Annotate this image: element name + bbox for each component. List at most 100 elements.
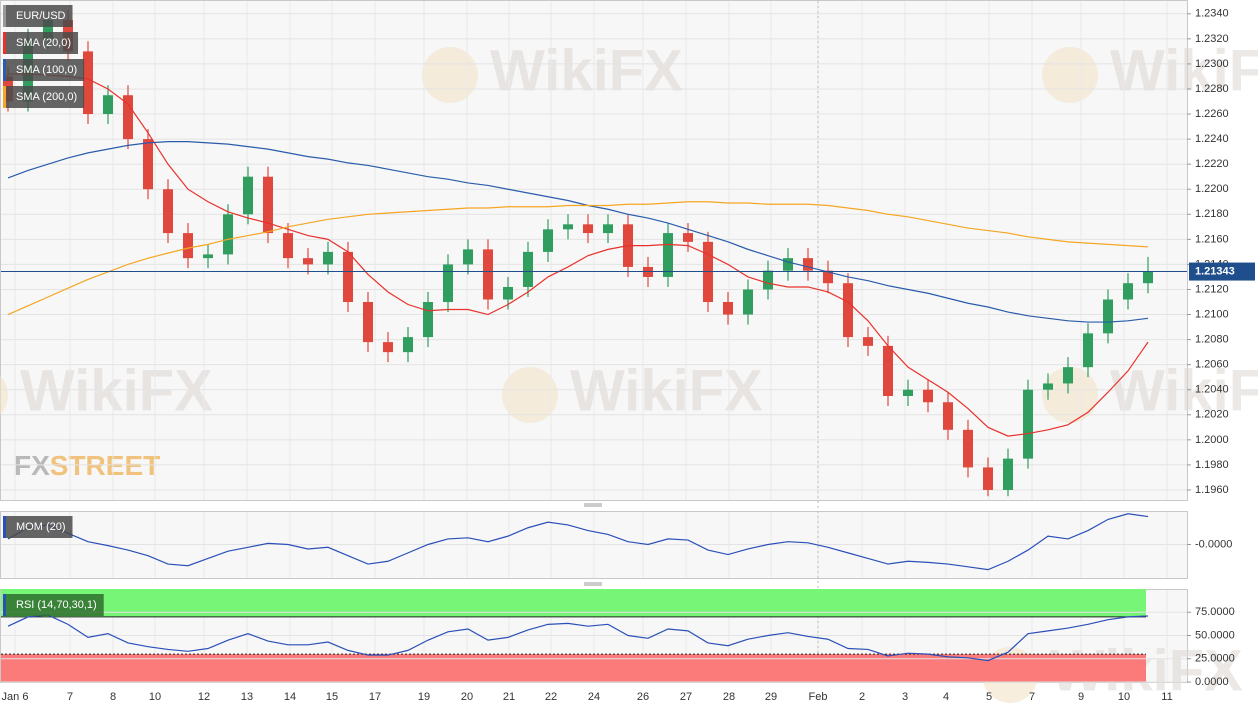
candle-body: [943, 402, 953, 430]
candle-body: [883, 345, 893, 396]
x-tick-label: 20: [461, 691, 473, 703]
candle-body: [343, 251, 353, 303]
y-tick-label: 1.2000: [1195, 434, 1229, 446]
y-tick-label: 1.2020: [1195, 409, 1229, 421]
series-line: [7, 614, 1149, 662]
x-tick-label: 21: [503, 691, 515, 703]
candle-body: [283, 233, 293, 259]
y-tick-label: 1.2320: [1195, 33, 1229, 45]
legend-box: [3, 32, 79, 54]
x-tick-label: 24: [588, 691, 600, 703]
watermark: WikiFX: [490, 38, 683, 103]
y-tick-label: 1.2200: [1195, 183, 1229, 195]
legend-swatch: [3, 594, 6, 616]
y-tick-label: 1.2160: [1195, 233, 1229, 245]
candle-body: [523, 251, 533, 287]
y-tick-label: 75.0000: [1195, 606, 1235, 618]
candle-body: [483, 249, 493, 300]
candle-body: [603, 224, 613, 234]
legend-label: SMA (200,0): [16, 91, 77, 103]
y-tick-label: 1.1980: [1195, 459, 1229, 471]
candle-body: [243, 176, 253, 215]
candle-body: [383, 342, 393, 353]
candle-body: [543, 229, 553, 252]
y-tick-label: 1.2120: [1195, 283, 1229, 295]
candle-body: [123, 95, 133, 140]
candle-body: [463, 249, 473, 265]
x-tick-label: 7: [67, 691, 73, 703]
candle-body: [1143, 271, 1153, 284]
x-tick-label: 9: [1078, 691, 1084, 703]
watermark: WikiFX: [1110, 358, 1258, 423]
x-tick-label: 27: [680, 691, 692, 703]
logo: FXSTREET: [14, 450, 160, 481]
candle-body: [583, 224, 593, 234]
legend-box: [3, 5, 73, 27]
candle-body: [503, 286, 513, 300]
x-tick-label: 7: [1029, 691, 1035, 703]
candle-body: [83, 51, 93, 115]
candle-body: [863, 337, 873, 346]
candle-body: [963, 429, 973, 468]
candle-body: [183, 233, 193, 259]
legend-label: SMA (20,0): [16, 37, 71, 49]
x-tick-label: 26: [637, 691, 649, 703]
candle-body: [223, 214, 233, 255]
y-tick-label: 1.2220: [1195, 158, 1229, 170]
x-tick-label: 2: [859, 691, 865, 703]
watermark: WikiFX: [1110, 38, 1258, 103]
logo-part: FX: [14, 450, 50, 481]
candle-body: [763, 270, 773, 290]
candle-body: [263, 176, 273, 234]
candle-body: [143, 139, 153, 190]
y-tick-label: 1.2340: [1195, 8, 1229, 20]
candle-body: [723, 302, 733, 315]
logo-part: STREET: [50, 450, 160, 481]
x-tick-label: 29: [765, 691, 777, 703]
legend-swatch: [3, 59, 6, 81]
last-price-label: 1.21343: [1195, 265, 1235, 277]
candle-body: [783, 258, 793, 271]
candle-body: [743, 289, 753, 315]
y-tick-label: 25.0000: [1195, 653, 1235, 665]
x-tick-label: 4: [943, 691, 949, 703]
y-tick-label: 0.0000: [1195, 676, 1229, 688]
legend-swatch: [3, 516, 6, 538]
watermark-icon: [1042, 367, 1098, 423]
candle-body: [1083, 333, 1093, 368]
candle-body: [923, 389, 933, 403]
x-tick-label: 22: [545, 691, 557, 703]
legend-swatch: [3, 32, 6, 54]
legend-swatch: [3, 86, 6, 108]
x-tick-label: 19: [418, 691, 430, 703]
series-line: [8, 73, 1149, 437]
watermark-icon: [422, 47, 478, 103]
y-tick-label: 1.2260: [1195, 108, 1229, 120]
x-tick-label: Feb: [809, 691, 828, 703]
x-tick-label: 13: [241, 691, 253, 703]
candle-body: [303, 258, 313, 265]
x-tick-label: 15: [326, 691, 338, 703]
candle-body: [803, 258, 813, 271]
candle-body: [103, 95, 113, 115]
series-line: [7, 513, 1149, 571]
y-tick-label: 1.2300: [1195, 58, 1229, 70]
candle-body: [1023, 389, 1033, 459]
x-tick-label: 28: [723, 691, 735, 703]
last-price-tag: [1189, 262, 1255, 281]
candle-body: [563, 224, 573, 230]
candle-body: [1103, 299, 1113, 334]
y-tick-label: 1.2040: [1195, 384, 1229, 396]
legend-box: [3, 516, 73, 538]
watermark-icon: [1042, 47, 1098, 103]
candle-body: [403, 337, 413, 353]
y-tick-label: 50.0000: [1195, 629, 1235, 641]
watermark-icon: [0, 375, 8, 415]
legend-label: EUR/USD: [16, 10, 66, 22]
y-tick-label: 1.2080: [1195, 334, 1229, 346]
candle-body: [663, 233, 673, 277]
candle-body: [1123, 283, 1133, 300]
candle-body: [43, 20, 53, 39]
candle-body: [423, 302, 433, 338]
candle-body: [323, 251, 333, 265]
